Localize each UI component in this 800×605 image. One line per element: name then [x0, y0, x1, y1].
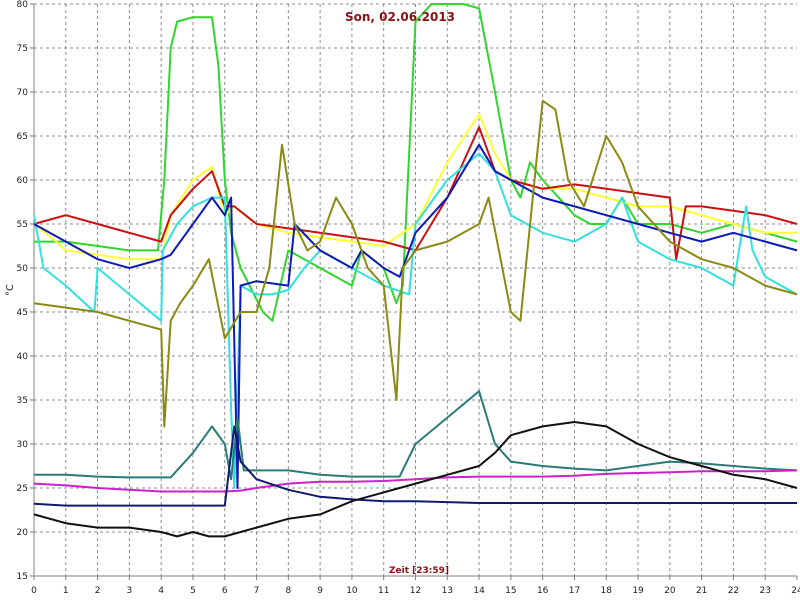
y-tick-label: 50	[17, 264, 29, 274]
y-tick-label: 75	[17, 44, 28, 54]
x-tick-label: 1	[63, 586, 69, 596]
axes: 0 1 2 3 4 5 6 7 8 9 10 11 12 13 14 15 16 17 18 19 20 21 22 23 24…	[17, 0, 800, 596]
series-line-8	[33, 469, 798, 493]
x-tick-label: 22	[728, 586, 739, 596]
y-tick-label: 20	[17, 528, 29, 538]
x-tick-label: 13	[442, 586, 453, 596]
y-tick-label: 30	[17, 440, 29, 450]
x-tick-label: 18	[601, 586, 613, 596]
x-tick-label: 0	[31, 586, 37, 596]
series-line-5	[33, 143, 798, 489]
y-tick-label: 60	[17, 176, 29, 186]
x-tick-label: 21	[696, 586, 707, 596]
series-line-2	[33, 113, 797, 261]
x-tick-label: 20	[664, 586, 676, 596]
y-tick-label: 40	[17, 352, 29, 362]
x-tick-label: 12	[410, 586, 421, 596]
x-tick-label: 16	[537, 586, 549, 596]
x-tick-label: 11	[378, 586, 389, 596]
x-tick-label: 19	[632, 586, 644, 596]
y-tick-label: 65	[17, 132, 28, 142]
y-tick-label: 45	[17, 308, 28, 318]
x-axis-label: Zeit [23:59]	[389, 566, 449, 576]
x-tick-label: 6	[222, 586, 228, 596]
x-tick-label: 24	[791, 586, 800, 596]
y-axis-label: °C	[5, 284, 16, 296]
series-line-10	[33, 421, 798, 538]
series-lines	[33, 3, 798, 538]
series-line-7	[34, 390, 798, 481]
x-tick-label: 23	[759, 586, 770, 596]
x-tick-label: 9	[317, 586, 323, 596]
y-tick-label: 35	[17, 396, 28, 406]
chart-title: Son, 02.06.2013	[345, 10, 455, 24]
x-tick-label: 4	[158, 586, 164, 596]
x-tick-label: 17	[569, 586, 580, 596]
x-tick-label: 7	[254, 586, 260, 596]
x-tick-label: 14	[473, 586, 485, 596]
x-tick-label: 15	[505, 586, 516, 596]
y-tick-label: 25	[17, 484, 28, 494]
x-tick-label: 8	[285, 586, 291, 596]
y-tick-label: 55	[17, 220, 28, 230]
x-tick-label: 3	[127, 586, 133, 596]
x-tick-label: 5	[190, 586, 196, 596]
x-tick-label: 2	[95, 586, 101, 596]
series-line-6	[33, 99, 798, 428]
x-tick-label: 10	[346, 586, 358, 596]
y-tick-label: 70	[17, 88, 29, 98]
series-line-9	[33, 425, 797, 507]
y-tick-label: 80	[17, 0, 29, 10]
y-tick-label: 15	[17, 572, 28, 582]
